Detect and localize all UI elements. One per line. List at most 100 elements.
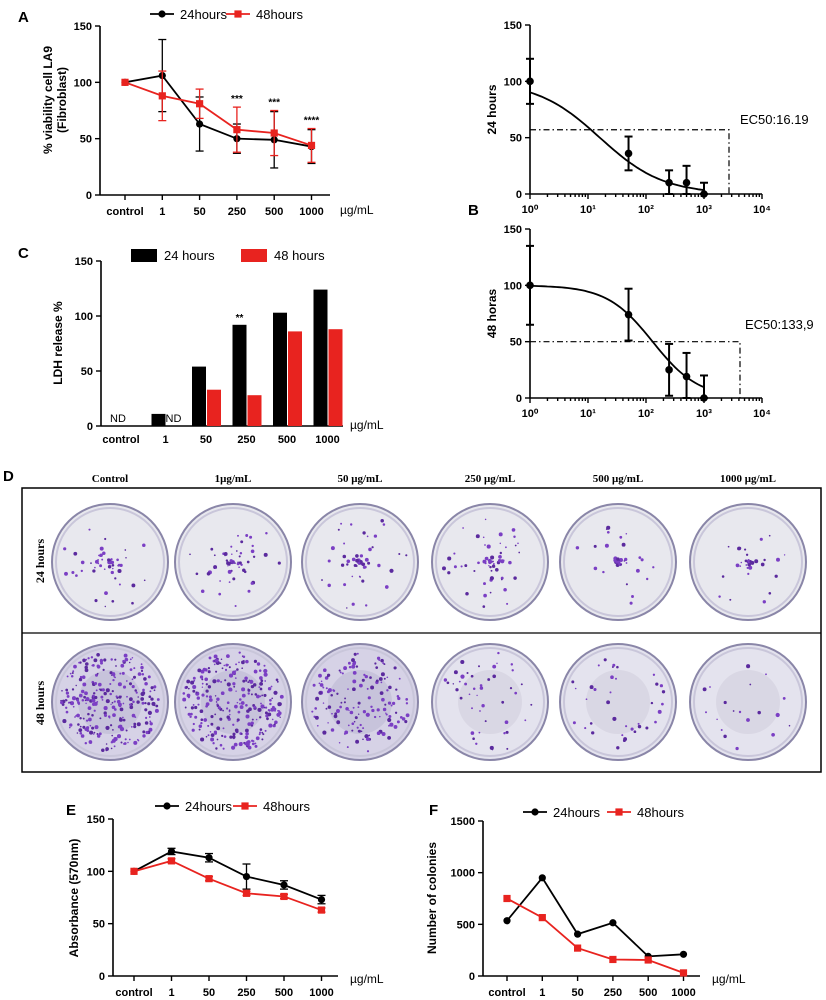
colony (111, 563, 115, 567)
colony (231, 670, 236, 675)
legend-swatch (131, 249, 157, 262)
colony (199, 675, 204, 679)
colony (327, 583, 331, 588)
colony (79, 725, 82, 728)
colony (109, 692, 112, 696)
colony (239, 552, 243, 555)
colony (718, 595, 721, 598)
colony (208, 698, 213, 702)
colony (348, 665, 352, 669)
colony (768, 591, 772, 595)
colony (702, 687, 707, 692)
colony (101, 698, 104, 701)
colony (96, 732, 99, 736)
panel-letter: F (429, 802, 438, 819)
colony (744, 559, 748, 563)
colony (204, 677, 209, 682)
colony (368, 547, 372, 552)
colony (186, 679, 191, 684)
colony (330, 546, 335, 551)
colony (311, 710, 314, 713)
colony (629, 601, 633, 605)
colony (371, 546, 374, 549)
colony (80, 734, 85, 738)
colony (84, 741, 88, 745)
colony (213, 654, 218, 659)
colony (196, 696, 200, 700)
colony (111, 672, 116, 676)
data-point (196, 100, 204, 108)
colony (192, 689, 196, 693)
colony (511, 528, 516, 532)
colony (327, 559, 331, 563)
data-point (317, 906, 326, 914)
colony (259, 728, 263, 731)
column-header: 250 μg/mL (465, 473, 516, 485)
colony (149, 722, 153, 726)
colony (327, 705, 332, 709)
colony (225, 559, 229, 562)
colony (247, 692, 250, 695)
colony (320, 680, 323, 682)
colony (204, 668, 208, 672)
colony (378, 659, 381, 662)
significance-mark: **** (304, 116, 320, 127)
colony (388, 715, 392, 718)
colony (487, 678, 491, 681)
y-axis-label: Absorbance (570nm) (67, 839, 81, 958)
colony (765, 673, 767, 676)
colony (110, 560, 115, 565)
colony (575, 546, 580, 550)
colony (376, 731, 381, 736)
colony (318, 673, 322, 678)
colony (278, 710, 281, 712)
colony (216, 679, 220, 683)
colony (142, 730, 146, 734)
unit-label: µg/mL (350, 972, 384, 986)
colony (788, 724, 791, 727)
colony (385, 713, 388, 716)
colony (337, 528, 340, 531)
colony (103, 713, 108, 717)
colony (111, 734, 114, 737)
colony (630, 727, 634, 731)
fit-curve (530, 285, 705, 389)
colony (85, 726, 90, 730)
colony (226, 707, 229, 710)
bar (247, 395, 262, 426)
colony (103, 568, 106, 571)
colony (247, 722, 252, 726)
colony (373, 715, 377, 719)
colony (468, 693, 471, 696)
colony (78, 661, 81, 664)
x-tick-label: control (102, 434, 139, 446)
colony (129, 668, 133, 671)
colony (375, 666, 379, 669)
colony (205, 735, 208, 738)
column-header: 1000 μg/mL (720, 473, 776, 485)
x-tick-label: control (488, 987, 525, 999)
colony (210, 547, 214, 551)
colony (185, 685, 188, 689)
colony (453, 565, 457, 569)
colony (150, 686, 154, 690)
colony (117, 568, 122, 574)
colony (242, 568, 246, 572)
colony (124, 738, 127, 741)
colony (101, 748, 105, 753)
legend-marker (163, 802, 171, 810)
colony (318, 682, 321, 685)
colony (499, 551, 503, 555)
colony (128, 682, 133, 686)
colony (75, 684, 77, 687)
colony (95, 689, 98, 692)
colony (226, 682, 231, 687)
data-point (167, 857, 176, 865)
colony (205, 689, 209, 693)
x-tick-label: 1 (162, 434, 168, 446)
colony (279, 694, 284, 699)
colony (376, 708, 380, 712)
colony (479, 684, 483, 687)
x-tick-label: 50 (193, 206, 205, 218)
colony (84, 668, 89, 673)
